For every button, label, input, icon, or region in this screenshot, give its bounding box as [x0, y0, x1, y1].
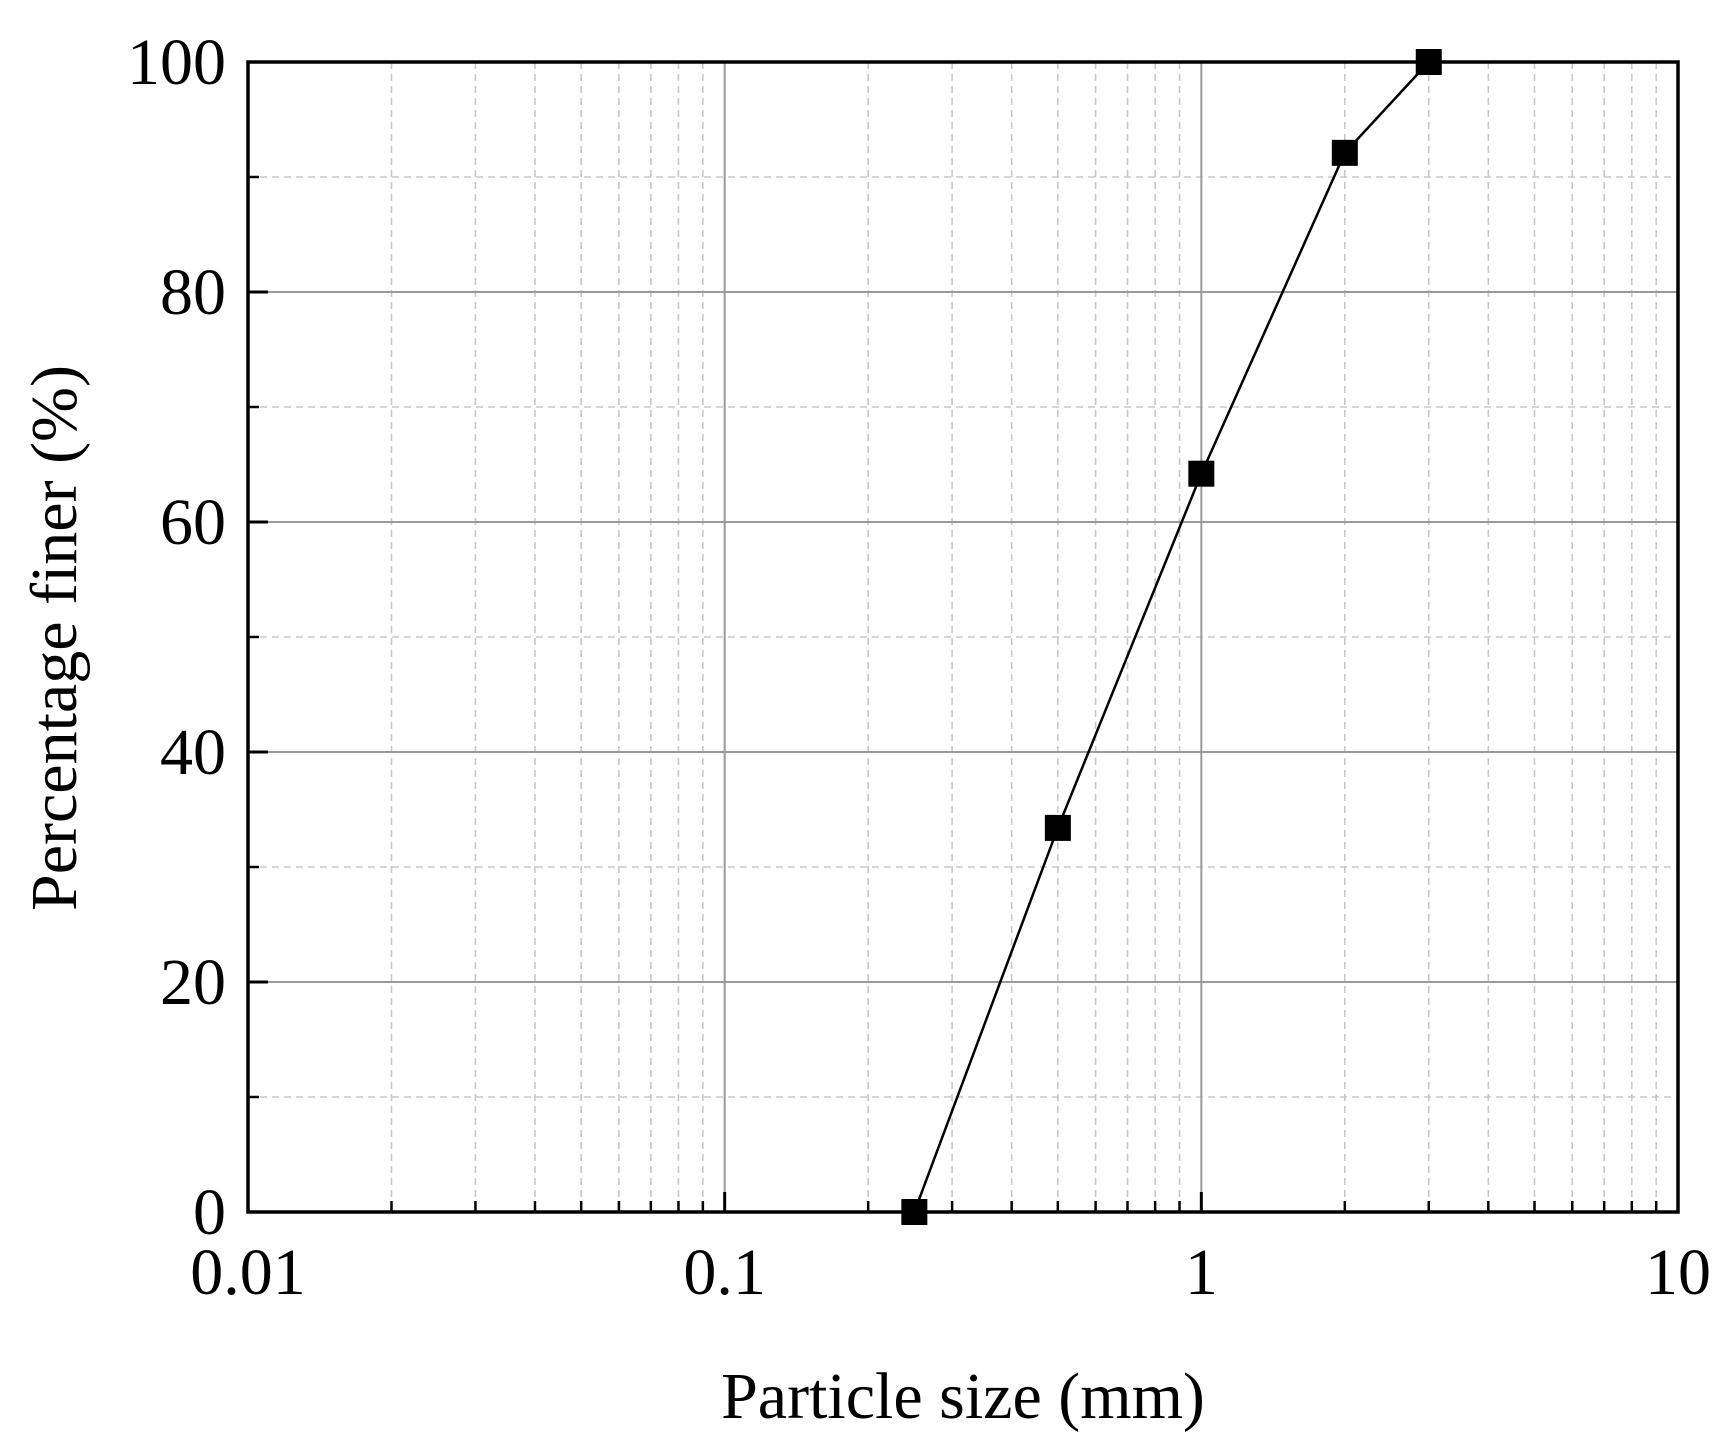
y-tick-label: 60 — [160, 486, 226, 559]
x-tick-label: 0.01 — [190, 1236, 306, 1309]
y-tick-label: 80 — [160, 256, 226, 329]
data-point-marker — [1331, 139, 1358, 166]
data-point-marker — [1188, 460, 1215, 487]
data-point-marker — [1044, 814, 1071, 841]
series-layer — [901, 49, 1442, 1225]
x-tick-label: 0.1 — [683, 1236, 766, 1309]
data-point-marker — [901, 1199, 928, 1225]
grid-layer — [247, 61, 1679, 1213]
y-tick-label: 100 — [127, 26, 226, 99]
x-tick-label: 1 — [1185, 1236, 1218, 1309]
y-tick-label: 40 — [160, 716, 226, 789]
ticks-layer — [246, 60, 1680, 1214]
x-tick-label: 10 — [1645, 1236, 1711, 1309]
series-line — [913, 61, 1430, 1213]
y-tick-label: 20 — [160, 946, 226, 1019]
data-point-marker — [1415, 49, 1442, 75]
x-axis-title: Particle size (mm) — [721, 1360, 1205, 1433]
y-axis-title: Percentage finer (%) — [18, 365, 91, 911]
y-tick-label: 0 — [193, 1176, 226, 1249]
